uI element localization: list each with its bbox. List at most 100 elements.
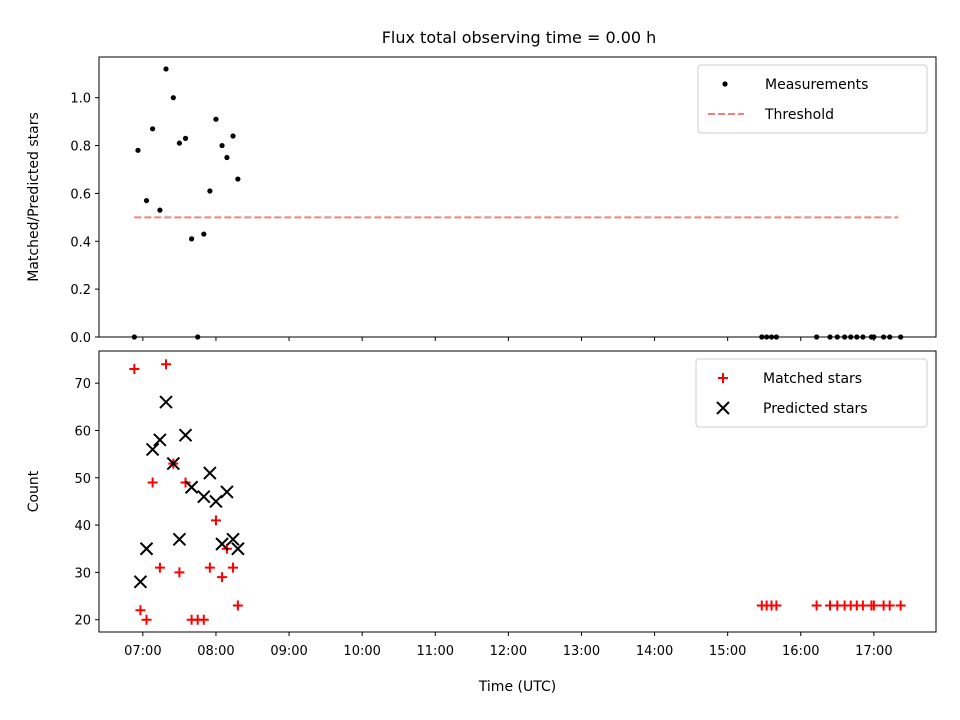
measurement-point xyxy=(854,334,860,340)
measurement-point xyxy=(860,334,866,340)
bottom-x-tick-label: 09:00 xyxy=(270,644,307,659)
measurement-point xyxy=(207,188,213,194)
matched-star-marker xyxy=(129,363,140,374)
measurement-point xyxy=(898,334,904,340)
predicted-star-marker xyxy=(203,466,217,480)
bottom-legend-label: Predicted stars xyxy=(763,401,868,417)
matched-star-marker xyxy=(895,600,906,611)
bottom-y-tick-label: 20 xyxy=(74,614,91,629)
measurement-point xyxy=(842,334,848,340)
matched-star-marker xyxy=(135,605,146,616)
predicted-star-marker xyxy=(145,442,160,457)
matched-star-marker xyxy=(228,562,239,573)
measurement-point xyxy=(768,334,775,340)
top-series-0 xyxy=(131,66,904,340)
predicted-star-marker xyxy=(159,395,173,409)
matched-star-marker xyxy=(217,572,228,583)
bottom-y-tick-label: 60 xyxy=(74,424,91,439)
top-legend xyxy=(697,64,928,134)
measurement-point xyxy=(195,334,201,340)
matched-star-marker xyxy=(204,562,215,573)
measurement-point xyxy=(230,133,236,139)
bottom-y-tick-label: 30 xyxy=(74,566,91,581)
bottom-legend-marker xyxy=(718,373,728,383)
predicted-star-marker xyxy=(178,428,193,442)
bottom-x-axis-label: Time (UTC) xyxy=(478,679,556,695)
top-y-tick-label: 0.8 xyxy=(70,140,91,155)
bottom-legend-label: Matched stars xyxy=(763,371,862,387)
bottom-x-tick-label: 07:00 xyxy=(124,644,161,659)
measurement-point xyxy=(143,197,150,204)
bottom-legend xyxy=(695,358,928,428)
measurement-point xyxy=(871,334,877,340)
measurement-point xyxy=(163,66,169,72)
bottom-x-tick-label: 13:00 xyxy=(563,644,600,659)
measurement-point xyxy=(881,334,887,340)
plot-layer: 0.0 0.2 0.4 0.6 0.8 1.0 Matched/Predicted star… xyxy=(26,56,937,695)
predicted-star-marker xyxy=(184,480,199,494)
measurement-point xyxy=(834,334,840,340)
predicted-star-marker xyxy=(139,542,154,556)
bottom-x-tick-label: 12:00 xyxy=(490,644,527,659)
predicted-star-marker xyxy=(209,494,223,509)
bottom-series-0 xyxy=(129,359,906,625)
matched-star-marker xyxy=(147,477,158,488)
top-legend-label: Measurements xyxy=(765,77,868,93)
matched-star-marker xyxy=(141,614,152,625)
bottom-series-1 xyxy=(133,395,245,589)
predicted-star-marker xyxy=(172,532,187,546)
predicted-star-marker xyxy=(220,485,234,499)
measurement-point xyxy=(131,334,137,340)
measurement-point xyxy=(170,95,176,101)
matched-star-marker xyxy=(771,600,782,611)
top-y-tick-label: 0.2 xyxy=(70,283,91,298)
predicted-star-marker xyxy=(226,532,240,546)
top-legend-label: Threshold xyxy=(764,107,834,123)
bottom-y-tick-label: 50 xyxy=(74,472,91,487)
measurement-point xyxy=(150,126,156,132)
measurement-point xyxy=(814,334,820,340)
matched-star-marker xyxy=(868,600,879,611)
predicted-star-marker xyxy=(215,537,229,551)
matched-star-marker xyxy=(198,614,209,625)
matched-star-marker xyxy=(884,600,895,611)
predicted-star-marker xyxy=(133,575,148,589)
bottom-y-tick-label: 70 xyxy=(74,377,91,392)
measurement-point xyxy=(764,334,770,340)
measurement-point xyxy=(827,334,833,340)
top-legend-marker xyxy=(722,81,728,87)
matched-star-marker xyxy=(161,359,172,370)
measurement-point xyxy=(176,140,183,146)
measurement-point xyxy=(759,334,765,340)
bottom-y-tick-label: 40 xyxy=(74,519,91,534)
bottom-x-tick-label: 10:00 xyxy=(343,644,380,659)
measurement-point xyxy=(213,116,219,122)
measurement-point xyxy=(848,334,854,340)
bottom-x-tick-label: 15:00 xyxy=(709,644,746,659)
top-y-tick-label: 0.4 xyxy=(70,235,91,250)
measurement-point xyxy=(219,142,225,149)
matched-star-marker xyxy=(174,567,185,578)
measurement-point xyxy=(235,176,241,182)
top-y-axis-label: Matched/Predicted stars xyxy=(26,112,42,282)
bottom-x-tick-label: 17:00 xyxy=(855,644,892,659)
measurement-point xyxy=(157,207,163,213)
predicted-star-marker xyxy=(166,456,181,471)
measurement-point xyxy=(773,334,779,340)
measurement-point xyxy=(224,154,230,161)
predicted-star-marker xyxy=(197,489,211,504)
top-y-tick-label: 1.0 xyxy=(70,92,91,107)
matched-star-marker xyxy=(857,600,868,611)
measurement-point xyxy=(188,236,195,242)
bottom-x-tick-label: 16:00 xyxy=(782,644,819,659)
predicted-star-marker xyxy=(231,542,245,556)
measurement-point xyxy=(135,147,141,153)
bottom-x-tick-label: 08:00 xyxy=(197,644,234,659)
measurement-point xyxy=(182,135,189,141)
measurement-point xyxy=(887,334,893,340)
chart-title: Flux total observing time = 0.00 h xyxy=(382,28,657,47)
measurement-point xyxy=(201,231,207,237)
bottom-x-tick-label: 14:00 xyxy=(636,644,673,659)
matched-star-marker xyxy=(154,562,165,573)
predicted-star-marker xyxy=(153,433,167,447)
